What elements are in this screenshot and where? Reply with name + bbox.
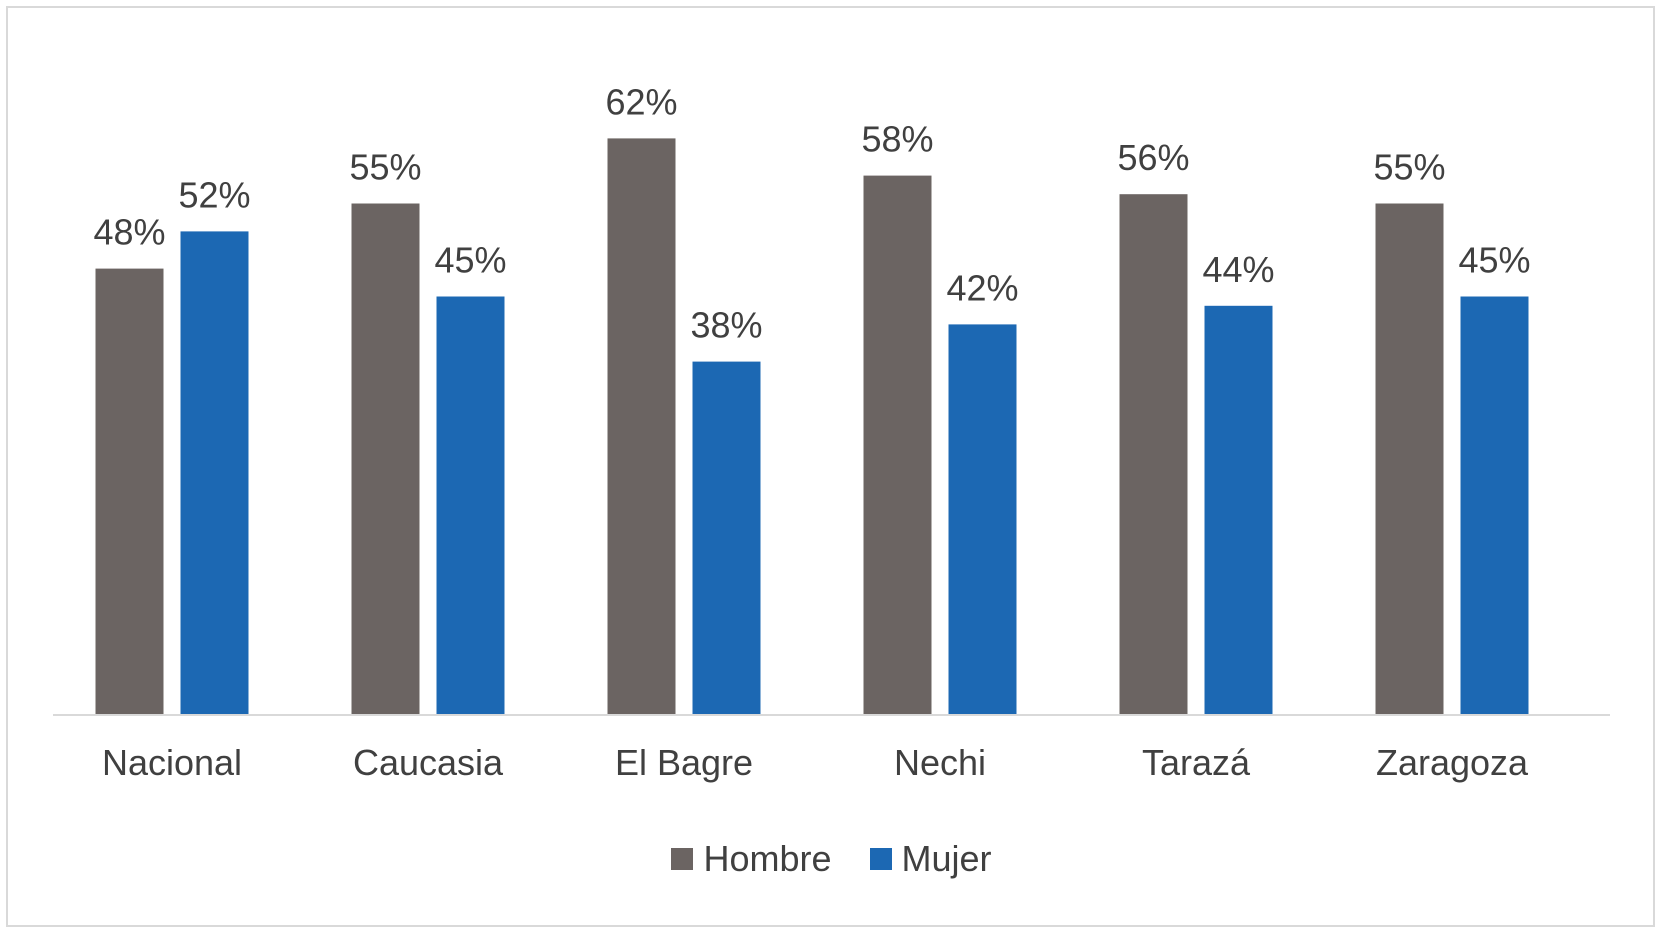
data-label-hombre-zaragoza: 55% bbox=[1373, 147, 1445, 188]
bar-mujer-el-bagre bbox=[692, 361, 761, 715]
legend-swatch-hombre bbox=[671, 848, 694, 870]
data-label-hombre-taraza: 56% bbox=[1117, 137, 1189, 178]
data-label-hombre-caucasia: 55% bbox=[349, 147, 421, 188]
legend-item-mujer: Mujer bbox=[869, 838, 992, 880]
bars-layer bbox=[95, 138, 1529, 716]
bar-mujer-nacional bbox=[180, 231, 249, 715]
category-label-taraza: Tarazá bbox=[1142, 742, 1251, 783]
bar-hombre-zaragoza bbox=[1375, 203, 1444, 715]
bar-hombre-nacional bbox=[95, 268, 164, 715]
bar-hombre-taraza bbox=[1119, 194, 1188, 715]
legend-label-mujer: Mujer bbox=[901, 838, 992, 879]
data-label-mujer-taraza: 44% bbox=[1202, 249, 1274, 290]
data-label-hombre-nechi: 58% bbox=[861, 119, 933, 160]
data-label-mujer-el-bagre: 38% bbox=[690, 305, 762, 346]
legend: Hombre Mujer bbox=[0, 838, 1663, 880]
data-labels-layer: 48% 52% 55% 45% 62% 38% 58% 42% 56% 44% 55% 45% bbox=[93, 81, 1530, 345]
data-label-mujer-nechi: 42% bbox=[946, 267, 1018, 308]
bar-hombre-caucasia bbox=[351, 203, 420, 715]
legend-swatch-mujer bbox=[869, 848, 892, 870]
bar-hombre-el-bagre bbox=[607, 138, 676, 715]
data-label-hombre-el-bagre: 62% bbox=[605, 81, 677, 122]
category-label-nacional: Nacional bbox=[102, 742, 242, 783]
bar-mujer-caucasia bbox=[436, 296, 505, 715]
data-label-hombre-nacional: 48% bbox=[93, 212, 165, 253]
category-label-nechi: Nechi bbox=[894, 742, 986, 783]
legend-item-hombre: Hombre bbox=[671, 838, 832, 880]
bar-mujer-zaragoza bbox=[1460, 296, 1529, 715]
data-label-mujer-nacional: 52% bbox=[178, 174, 250, 215]
category-label-el-bagre: El Bagre bbox=[615, 742, 753, 783]
category-label-zaragoza: Zaragoza bbox=[1376, 742, 1529, 783]
bar-hombre-nechi bbox=[863, 175, 932, 716]
category-label-caucasia: Caucasia bbox=[353, 742, 504, 783]
bar-mujer-taraza bbox=[1204, 305, 1273, 715]
data-label-mujer-caucasia: 45% bbox=[434, 240, 506, 281]
category-labels-layer: Nacional Caucasia El Bagre Nechi Tarazá Zarag… bbox=[102, 742, 1529, 783]
bar-mujer-nechi bbox=[948, 324, 1017, 715]
legend-label-hombre: Hombre bbox=[703, 838, 832, 879]
data-label-mujer-zaragoza: 45% bbox=[1458, 240, 1530, 281]
